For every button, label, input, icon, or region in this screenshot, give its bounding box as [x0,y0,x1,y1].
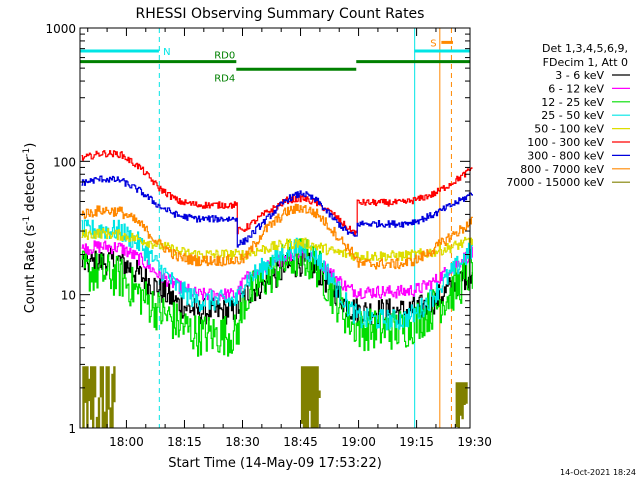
x-tick-label: 18:00 [109,435,144,449]
legend-header-1: Det 1,3,4,5,6,9, [542,42,628,55]
series-lines [81,150,473,357]
series-line [81,238,473,357]
x-tick-label: 19:15 [399,435,434,449]
legend-entry: 100 - 300 keV [527,136,604,149]
legend-entry: 7000 - 15000 keV [506,176,604,189]
legend-entry: 6 - 12 keV [548,82,604,95]
legend-entry: 800 - 7000 keV [520,163,604,176]
segment-label: RD4 [214,73,235,84]
attenuator-block [300,366,321,428]
chart-title: RHESSI Observing Summary Count Rates [136,6,425,22]
series-line [81,175,473,248]
attenuator-block [455,382,468,428]
attenuator-block [82,366,116,428]
segment-label: RD0 [214,51,235,62]
legend-entry: 25 - 50 keV [541,109,604,122]
series-line [81,227,473,262]
axes: 18:00 18:15 18:30 18:45 19:00 19:15 19:30 1 10 10… [45,22,491,449]
legend-entry: 50 - 100 keV [534,123,604,136]
footer-timestamp: 14-Oct-2021 18:24 [560,468,636,477]
legend-entry: 300 - 800 keV [527,149,604,162]
x-tick-label: 18:15 [167,435,202,449]
plot-frame [79,27,471,429]
segment-label: S [430,38,436,49]
x-tick-label: 19:00 [341,435,376,449]
segment-label: N [163,47,170,58]
attenuator-blocks [82,366,468,428]
legend-header-2: FDecim 1, Att 0 [543,56,628,69]
x-axis-label: Start Time (14-May-09 17:53:22) [168,456,382,471]
x-tick-label: 19:30 [457,435,492,449]
y-tick-label: 10 [61,289,76,303]
legend-entry: 12 - 25 keV [541,96,604,109]
x-tick-label: 18:45 [283,435,318,449]
legend: Det 1,3,4,5,6,9, FDecim 1, Att 0 3 - 6 k… [506,42,630,189]
y-tick-label: 100 [53,155,76,169]
y-axis-label: Count Rate (s-1 detector-1) [22,143,38,314]
series-line [81,203,473,270]
x-tick-label: 18:30 [225,435,260,449]
y-tick-label: 1000 [45,22,76,36]
legend-entry: 3 - 6 keV [555,69,604,82]
state-segments: N S RD0 RD4 [80,38,470,84]
vertical-marker-lines [79,28,471,428]
y-tick-label: 1 [68,422,76,436]
